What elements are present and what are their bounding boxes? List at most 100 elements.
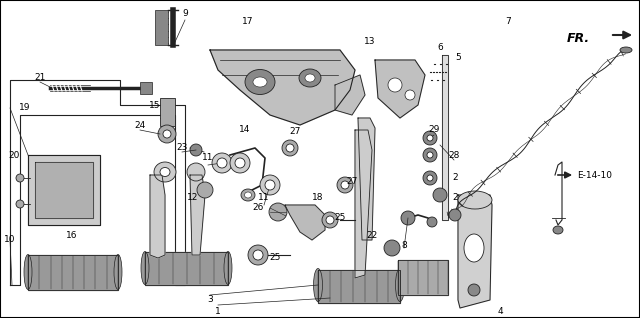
Ellipse shape: [16, 200, 24, 208]
Text: 10: 10: [4, 236, 16, 245]
Ellipse shape: [230, 153, 250, 173]
Polygon shape: [442, 55, 448, 220]
Text: 7: 7: [505, 17, 511, 26]
Text: 23: 23: [176, 143, 188, 153]
Ellipse shape: [423, 148, 437, 162]
Text: 17: 17: [243, 17, 253, 26]
Ellipse shape: [337, 177, 353, 193]
Text: 6: 6: [437, 44, 443, 52]
Ellipse shape: [326, 216, 334, 224]
Ellipse shape: [468, 284, 480, 296]
Ellipse shape: [388, 78, 402, 92]
Polygon shape: [355, 130, 372, 278]
Ellipse shape: [190, 144, 202, 156]
Text: 26: 26: [252, 204, 264, 212]
Ellipse shape: [620, 47, 632, 53]
Text: 5: 5: [455, 53, 461, 63]
Text: 27: 27: [346, 177, 358, 186]
Text: 24: 24: [134, 121, 146, 129]
Text: 11: 11: [202, 154, 214, 162]
Ellipse shape: [427, 217, 437, 227]
Ellipse shape: [114, 254, 122, 289]
Ellipse shape: [401, 211, 415, 225]
Text: 9: 9: [182, 10, 188, 18]
Ellipse shape: [282, 140, 298, 156]
Ellipse shape: [163, 130, 171, 138]
Text: 3: 3: [207, 295, 213, 305]
Text: 12: 12: [188, 193, 198, 203]
Ellipse shape: [265, 180, 275, 190]
Text: 14: 14: [239, 126, 251, 135]
Polygon shape: [375, 60, 425, 118]
Ellipse shape: [244, 192, 252, 198]
Polygon shape: [28, 155, 100, 225]
Ellipse shape: [341, 181, 349, 189]
Ellipse shape: [423, 131, 437, 145]
Ellipse shape: [427, 152, 433, 158]
Ellipse shape: [154, 162, 176, 182]
Ellipse shape: [245, 70, 275, 94]
Polygon shape: [358, 118, 375, 240]
Ellipse shape: [427, 175, 433, 181]
Text: 28: 28: [448, 150, 460, 160]
Polygon shape: [190, 175, 205, 255]
Ellipse shape: [141, 252, 149, 285]
Text: 18: 18: [312, 193, 324, 203]
Polygon shape: [35, 162, 93, 218]
Ellipse shape: [253, 250, 263, 260]
Polygon shape: [210, 50, 355, 125]
Ellipse shape: [248, 245, 268, 265]
Text: 27: 27: [289, 128, 301, 136]
Text: 20: 20: [8, 150, 20, 160]
Ellipse shape: [212, 153, 232, 173]
Ellipse shape: [322, 212, 338, 228]
Bar: [155, 10, 168, 45]
Ellipse shape: [187, 163, 205, 181]
Ellipse shape: [286, 144, 294, 152]
Polygon shape: [335, 75, 365, 115]
Ellipse shape: [160, 168, 170, 176]
Ellipse shape: [553, 226, 563, 234]
Text: 2: 2: [452, 193, 458, 203]
Polygon shape: [28, 255, 118, 290]
Ellipse shape: [305, 74, 315, 82]
Polygon shape: [398, 260, 448, 295]
Text: 8: 8: [401, 240, 407, 250]
Text: 29: 29: [428, 126, 440, 135]
Text: 25: 25: [269, 253, 281, 262]
Ellipse shape: [241, 189, 255, 201]
Ellipse shape: [427, 135, 433, 141]
Text: 16: 16: [67, 231, 77, 239]
Ellipse shape: [269, 203, 287, 221]
Text: 4: 4: [497, 308, 503, 316]
Text: E-14-10: E-14-10: [577, 170, 612, 179]
Ellipse shape: [16, 174, 24, 182]
Ellipse shape: [253, 77, 267, 87]
Ellipse shape: [405, 90, 415, 100]
Ellipse shape: [384, 240, 400, 256]
Text: 21: 21: [35, 73, 45, 82]
Polygon shape: [10, 80, 185, 285]
Ellipse shape: [433, 188, 447, 202]
Text: 11: 11: [259, 193, 269, 203]
Text: FR.: FR.: [567, 31, 590, 45]
Ellipse shape: [217, 158, 227, 168]
Ellipse shape: [24, 254, 32, 289]
Text: 25: 25: [334, 213, 346, 223]
Text: 19: 19: [19, 103, 31, 113]
Text: 22: 22: [366, 231, 378, 239]
Ellipse shape: [260, 175, 280, 195]
Polygon shape: [150, 175, 165, 258]
Text: 15: 15: [149, 101, 161, 110]
Polygon shape: [318, 270, 400, 303]
Ellipse shape: [197, 182, 213, 198]
Ellipse shape: [449, 209, 461, 221]
Ellipse shape: [299, 69, 321, 87]
Text: 1: 1: [215, 307, 221, 315]
Polygon shape: [285, 205, 325, 240]
Polygon shape: [145, 252, 228, 285]
Bar: [160, 98, 175, 126]
Ellipse shape: [464, 234, 484, 262]
Polygon shape: [458, 195, 492, 308]
Bar: [140, 82, 152, 94]
